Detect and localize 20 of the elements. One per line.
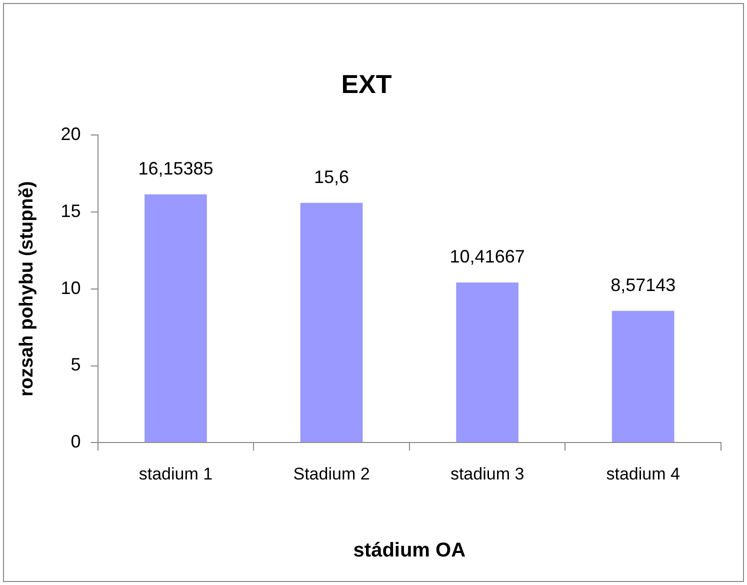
y-tick-label: 10 xyxy=(60,278,81,298)
data-label: 8,57143 xyxy=(610,274,676,295)
y-tick-label: 20 xyxy=(60,124,81,144)
bar xyxy=(300,202,363,442)
y-tick-label: 5 xyxy=(70,354,81,375)
y-axis-title: rozsah pohybu (stupně) xyxy=(16,181,38,397)
bar xyxy=(144,194,207,442)
x-tick-label: stadium 3 xyxy=(450,464,524,484)
x-tick-label: stadium 4 xyxy=(606,464,680,484)
data-label: 16,15385 xyxy=(138,158,214,178)
bar xyxy=(456,282,518,442)
y-tick-label: 15 xyxy=(60,201,81,222)
x-tick-label: stadium 1 xyxy=(138,464,213,484)
x-tick-label: Stadium 2 xyxy=(293,464,370,484)
data-label: 10,41667 xyxy=(450,246,525,266)
x-axis-title: stádium OA xyxy=(353,540,466,562)
y-tick-label: 0 xyxy=(70,432,81,452)
chart-title: EXT xyxy=(341,68,392,99)
data-label: 15,6 xyxy=(314,166,350,187)
bar xyxy=(612,310,674,442)
